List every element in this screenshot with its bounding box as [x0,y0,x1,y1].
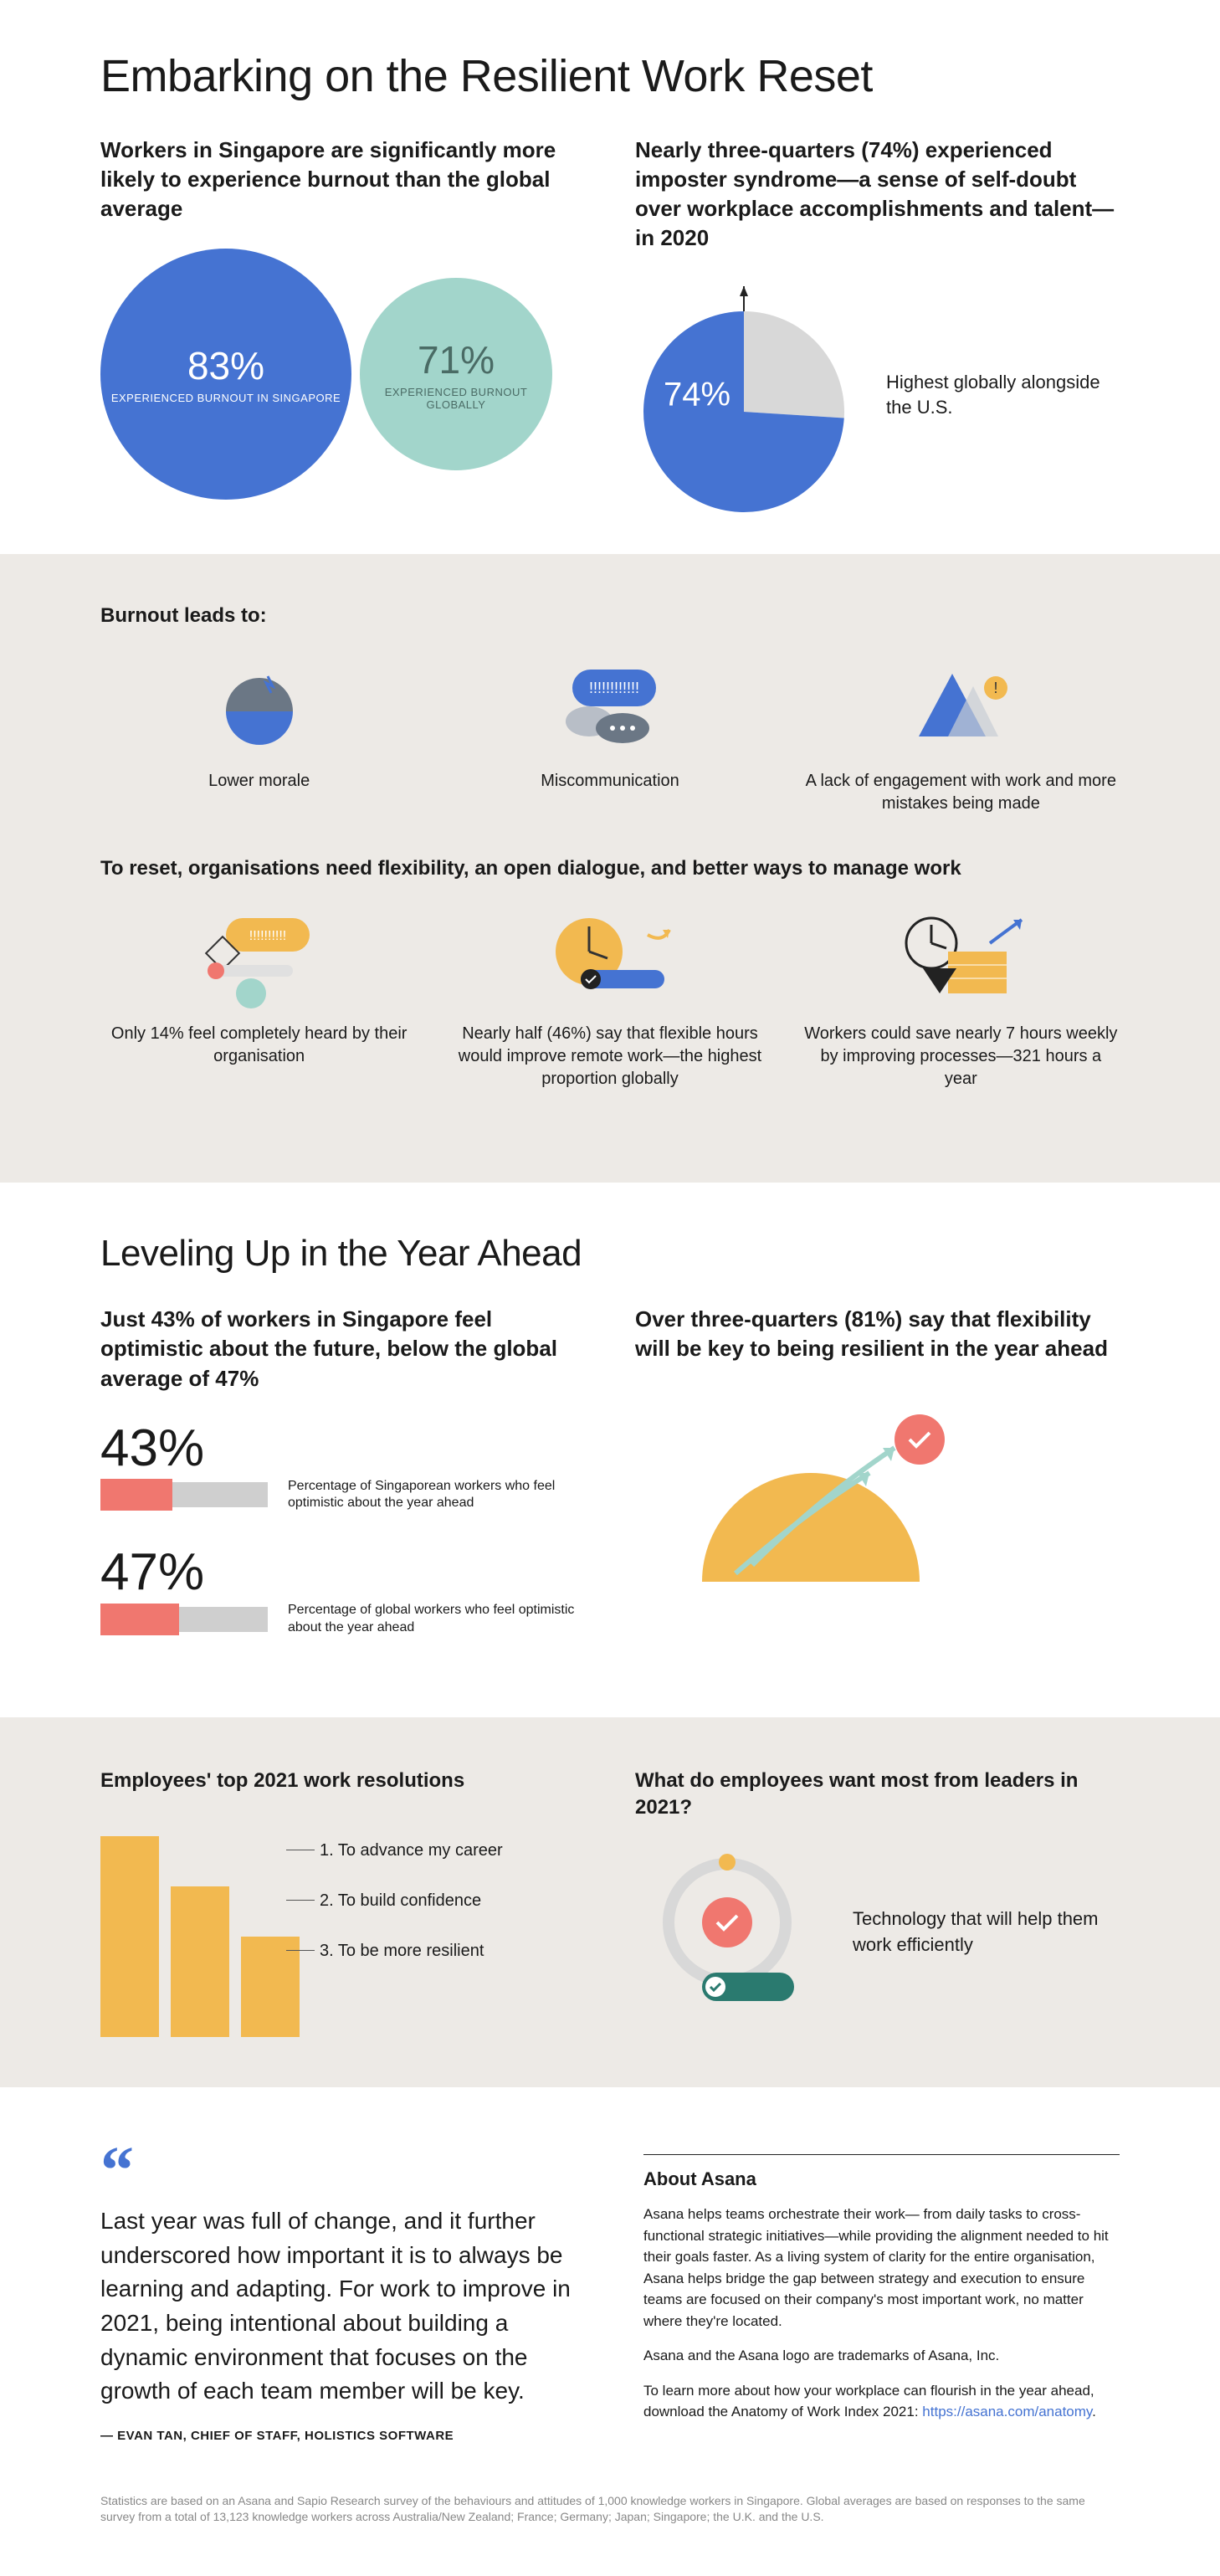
morale-icon [100,653,418,762]
imposter-pie: 74% [635,286,853,504]
resolutions-bars: 1. To advance my career2. To build confi… [100,1819,585,2037]
miscom-caption: Miscommunication [451,770,768,793]
bubble-singapore: 83% EXPERIENCED BURNOUT IN SINGAPORE [100,249,351,500]
leaders-want-text: Technology that will help them work effi… [853,1906,1120,1958]
burnout-lead: Workers in Singapore are significantly m… [100,136,585,223]
flex-caption: Nearly half (46%) say that flexible hour… [451,1023,768,1090]
leaders-want-title: What do employees want most from leaders… [635,1768,1120,1822]
bubble-global-label: EXPERIENCED BURNOUT GLOBALLY [360,386,552,412]
optimism-bar: 43% Percentage of Singaporean workers wh… [100,1419,585,1513]
about-title: About Asana [643,2154,1120,2190]
bubble-singapore-pct: 83% [187,343,264,388]
bubble-global: 71% EXPERIENCED BURNOUT GLOBALLY [360,278,552,470]
about-p2: Asana and the Asana logo are trademarks … [643,2345,1120,2367]
heard-caption: Only 14% feel completely heard by their … [100,1023,418,1068]
flex-icon [451,906,768,1014]
icon-cell-flex: Nearly half (46%) say that flexible hour… [451,906,768,1090]
imposter-lead: Nearly three-quarters (74%) experienced … [635,136,1120,253]
optimism-bar: 47% Percentage of global workers who fee… [100,1542,585,1637]
hours-caption: Workers could save nearly 7 hours weekly… [802,1023,1120,1090]
optimism-lead: Just 43% of workers in Singapore feel op… [100,1305,585,1393]
about-p1: Asana helps teams orchestrate their work… [643,2204,1120,2332]
optimism-desc: Percentage of global workers who feel op… [288,1602,585,1637]
svg-text:!!!!!!!!!!!!: !!!!!!!!!!!! [589,680,639,696]
svg-text:!: ! [994,680,998,696]
optimism-bars: 43% Percentage of Singaporean workers wh… [100,1419,585,1637]
optimism-pct: 47% [100,1542,243,1602]
section-embarking: Embarking on the Resilient Work Reset Wo… [0,0,1220,554]
resolution-label: 2. To build confidence [320,1891,481,1911]
resolution-bar: 2. To build confidence [171,1886,229,2037]
quote-text: Last year was full of change, and it fur… [100,2204,577,2409]
resolution-label: 1. To advance my career [320,1841,503,1860]
burnout-leads-title: Burnout leads to: [100,604,1120,628]
resolutions-title: Employees' top 2021 work resolutions [100,1768,585,1794]
burnout-effects-row: Lower morale!!!!!!!!!!!! Miscommunication… [100,653,1120,815]
section-leveling: Leveling Up in the Year Ahead Just 43% o… [0,1183,1220,1716]
section-resolutions: Employees' top 2021 work resolutions 1. … [0,1717,1220,2087]
bubble-global-pct: 71% [418,337,495,382]
footnote: Statistics are based on an Asana and Sap… [0,2476,1220,2576]
imposter-pie-note: Highest globally alongside the U.S. [886,370,1120,422]
optimism-pct: 43% [100,1419,243,1478]
reset-title: To reset, organisations need flexibility… [100,857,1120,880]
burnout-bubbles: 83% EXPERIENCED BURNOUT IN SINGAPORE 71%… [100,249,585,500]
optimism-bar-fill [100,1604,179,1635]
resolution-bar: 1. To advance my career [100,1836,159,2037]
tech-illustration [635,1847,819,2019]
reset-needs-row: !!!!!!!!!! Only 14% feel completely heard… [100,906,1120,1090]
icon-cell-engage: ! A lack of engagement with work and more… [802,653,1120,815]
bubble-singapore-label: EXPERIENCED BURNOUT IN SINGAPORE [111,392,341,405]
icon-cell-miscom: !!!!!!!!!!!! Miscommunication [451,653,768,815]
optimism-bar-track [100,1482,268,1507]
svg-text:!!!!!!!!!!: !!!!!!!!!! [249,929,285,943]
miscom-icon: !!!!!!!!!!!! [451,653,768,762]
resolution-label: 3. To be more resilient [320,1942,484,1961]
engage-caption: A lack of engagement with work and more … [802,770,1120,815]
morale-caption: Lower morale [100,770,418,793]
optimism-bar-fill [100,1479,172,1511]
section-burnout-leads: Burnout leads to: Lower morale!!!!!!!!!!… [0,554,1220,1183]
about-p3: To learn more about how your workplace c… [643,2380,1120,2423]
flexibility-illustration [635,1398,1120,1586]
icon-cell-hours: Workers could save nearly 7 hours weekly… [802,906,1120,1090]
hours-icon [802,906,1120,1014]
optimism-desc: Percentage of Singaporean workers who fe… [288,1478,585,1513]
resolution-bar: 3. To be more resilient [241,1937,300,2037]
heading-leveling: Leveling Up in the Year Ahead [100,1233,1120,1275]
imposter-pie-pct: 74% [664,377,730,414]
quote-attribution: — EVAN TAN, CHIEF OF STAFF, HOLISTICS SO… [100,2429,577,2443]
engage-icon: ! [802,653,1120,762]
heard-icon: !!!!!!!!!! [100,906,418,1014]
section-quote-about: “ Last year was full of change, and it f… [0,2087,1220,2476]
optimism-bar-track [100,1607,268,1632]
icon-cell-heard: !!!!!!!!!! Only 14% feel completely heard… [100,906,418,1090]
flexibility-lead: Over three-quarters (81%) say that flexi… [635,1305,1120,1363]
icon-cell-morale: Lower morale [100,653,418,815]
heading-embarking: Embarking on the Resilient Work Reset [100,50,1120,102]
quote-mark-icon: “ [100,2154,577,2188]
about-link[interactable]: https://asana.com/anatomy [922,2404,1092,2419]
